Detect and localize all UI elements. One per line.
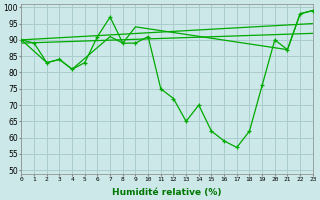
X-axis label: Humidité relative (%): Humidité relative (%) — [112, 188, 222, 197]
